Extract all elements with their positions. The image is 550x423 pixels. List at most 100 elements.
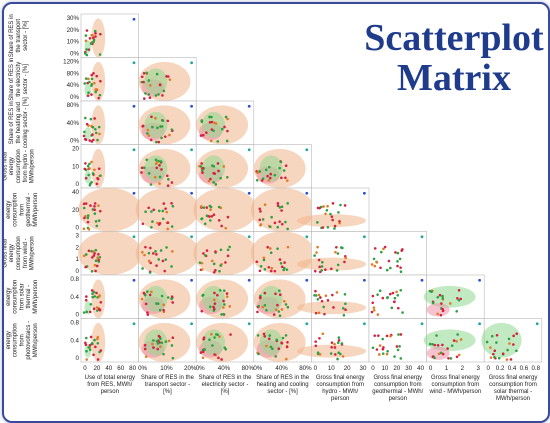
data-point [439,313,443,317]
data-point [264,168,268,172]
data-point [158,175,162,179]
y-tick: 30% [67,15,80,22]
cluster-ellipse-r1-c1-2 [144,68,168,95]
data-point [375,261,379,264]
data-point [276,202,280,205]
data-point [285,268,289,271]
data-point [371,301,375,305]
data-point [98,53,102,56]
data-point [217,356,220,360]
data-point [320,260,324,264]
data-point [96,177,100,181]
data-point [94,345,97,349]
data-point [208,338,211,341]
data-point [157,140,161,144]
data-point [399,333,403,336]
data-point [88,37,92,40]
data-point [278,166,281,170]
data-point [501,352,505,355]
data-point [88,348,92,352]
data-point [211,164,214,167]
data-point [263,203,267,207]
data-point [286,202,289,205]
data-point [506,348,509,352]
data-point [381,337,384,341]
data-point [331,293,334,297]
data-point [228,305,232,308]
data-point [159,337,162,341]
x-tick: 2 [461,365,465,372]
data-point [265,308,268,312]
data-point [202,206,206,209]
data-point [333,353,337,356]
data-point [205,206,209,209]
x-tick: 0.8 [531,365,540,372]
data-point [450,344,454,347]
data-point [201,166,204,170]
data-point [284,164,288,167]
x-axis-label-3: heating and cooling [257,382,309,388]
data-point [158,164,161,167]
data-point [154,116,157,120]
data-point [164,207,167,210]
data-point [160,136,163,140]
data-point [156,347,160,351]
data-point [331,218,334,222]
data-point [148,96,152,99]
data-point [399,288,403,292]
data-point [223,125,226,129]
data-point [143,343,147,347]
data-point [86,81,89,85]
data-point [87,346,90,349]
data-point [97,253,100,256]
data-point [142,166,146,169]
data-point [259,223,263,226]
x-tick: 20 [344,365,351,372]
data-point [280,205,284,209]
data-point [88,167,91,170]
outlier-point [132,322,136,326]
cluster-ellipse-r5-c2-0 [193,231,257,275]
data-point [84,116,87,120]
outlier-point [247,322,251,326]
data-point [373,334,377,337]
y-axis-label-line: from solar [19,283,25,310]
data-point [225,295,229,298]
data-point [226,215,230,219]
x-tick: 10 [381,365,388,372]
data-point [202,133,205,137]
data-point [255,260,259,264]
data-point [274,292,277,296]
data-point [210,115,213,119]
y-axis-label-line: Share of RES in [9,101,15,144]
data-point [382,346,385,349]
outlier-point [247,104,251,108]
data-point [314,344,318,348]
y-tick: 10% [67,39,80,46]
data-point [343,260,346,264]
x-axis-label-0: Use of total energy [85,375,135,381]
data-point [155,264,158,267]
data-point [151,125,154,129]
data-point [207,179,211,183]
x-axis-label-1: transport sector - [145,382,190,388]
data-point [95,74,99,78]
data-point [154,158,158,162]
data-point [268,176,272,180]
outlier-point [247,278,251,282]
data-point [89,302,93,306]
data-point [401,248,404,251]
data-point [316,245,319,249]
x-axis-label-6: wind - MWh/person [429,389,482,395]
data-point [261,305,264,309]
data-point [329,352,333,355]
data-point [277,347,281,351]
data-point [321,226,325,229]
data-point [201,171,204,174]
x-tick: 0 [314,365,318,372]
data-point [436,312,439,316]
data-point [313,269,317,273]
x-tick: 0.4 [508,365,517,372]
outlier-point [247,191,251,195]
data-point [154,140,158,144]
